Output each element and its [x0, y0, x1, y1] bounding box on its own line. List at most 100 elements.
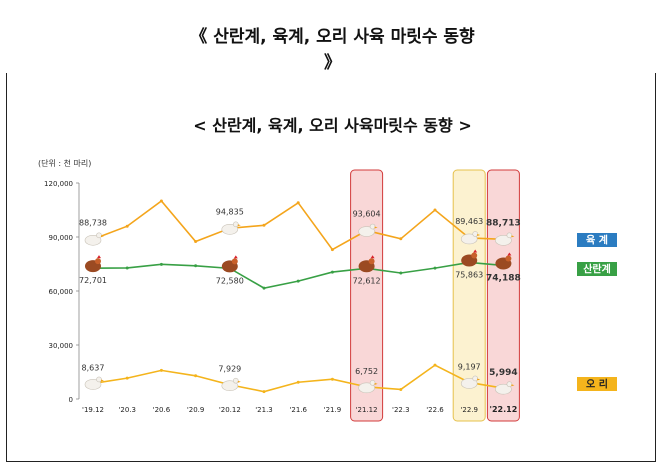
- legend-label: 육 계: [586, 234, 608, 247]
- highlight-band-2: [486, 169, 520, 422]
- data-point: [262, 223, 266, 227]
- chart-title: < 산란계, 육계, 오리 사육마릿수 동향 >: [193, 116, 472, 135]
- data-label: 8,637: [82, 363, 105, 372]
- duck-white-icon-head: [472, 375, 479, 382]
- chicken-white-icon-beak: [511, 235, 515, 238]
- data-point: [433, 208, 437, 212]
- duck-white-icon-beak: [101, 379, 104, 382]
- x-tick-label: '20.9: [187, 406, 205, 414]
- data-label: 74,188: [486, 273, 521, 283]
- data-point: [330, 270, 334, 274]
- data-point: [262, 286, 266, 290]
- duck-white-icon: [460, 378, 478, 389]
- unit-label: (단위 : 천 마리): [38, 159, 92, 168]
- data-point: [159, 199, 163, 203]
- duck-white-icon-beak: [237, 380, 241, 383]
- data-label: 94,835: [216, 207, 244, 216]
- data-point: [296, 201, 300, 205]
- series-line-2: [92, 364, 504, 393]
- data-point: [194, 264, 198, 268]
- data-point: [194, 240, 198, 243]
- x-tick-label: '20.3: [118, 406, 136, 414]
- hen-brown-icon-comb: [370, 255, 375, 259]
- x-tick-label: '22.3: [392, 406, 410, 414]
- duck-white-icon: [84, 379, 102, 390]
- hen-brown-icon-comb: [507, 252, 512, 256]
- hen-brown-icon-head: [231, 258, 238, 265]
- x-tick-label: '22.12: [490, 405, 518, 414]
- data-point: [296, 380, 300, 384]
- chicken-white-icon-head: [233, 221, 239, 228]
- duck-white-icon: [221, 380, 239, 392]
- legend-swatch: [577, 377, 617, 391]
- data-label: 72,701: [79, 276, 107, 285]
- data-label: 75,863: [455, 270, 483, 279]
- data-label: 5,994: [489, 368, 517, 378]
- data-point: [330, 248, 334, 252]
- x-tick-label: '22.9: [460, 406, 478, 414]
- duck-white-icon-head: [506, 381, 513, 388]
- duck-white-icon: [358, 382, 375, 394]
- chicken-white-icon-beak: [477, 233, 481, 236]
- data-label: 93,604: [353, 210, 381, 219]
- x-tick-label: '20.6: [153, 406, 171, 414]
- x-tick-label: '21.9: [324, 406, 342, 414]
- x-tick-label: '21.6: [289, 406, 307, 414]
- legend-swatch: [577, 262, 617, 276]
- data-label: 7,929: [218, 365, 241, 374]
- hen-brown-icon-comb: [97, 255, 101, 259]
- legend-label: 오 리: [586, 378, 608, 391]
- page-title-cont: 》: [0, 48, 665, 73]
- data-label: 72,580: [216, 276, 244, 285]
- chicken-white-icon-beak: [101, 235, 104, 238]
- duck-white-icon-beak: [477, 378, 481, 381]
- hen-brown-icon-head: [368, 258, 375, 265]
- page-title: 《 산란계, 육계, 오리 사육 마릿수 동향: [0, 22, 665, 47]
- data-label: 6,752: [355, 367, 378, 376]
- duck-white-icon-head: [369, 380, 376, 386]
- chicken-white-icon: [460, 233, 478, 245]
- data-label: 72,612: [353, 276, 381, 285]
- data-label: 88,738: [79, 218, 107, 227]
- y-tick-label: 120,000: [44, 180, 73, 188]
- chicken-white-icon-beak: [374, 226, 378, 229]
- y-tick-label: 30,000: [49, 342, 74, 350]
- duck-white-icon-beak: [374, 382, 378, 385]
- chicken-white-icon-head: [506, 232, 513, 239]
- y-tick-label: 0: [69, 396, 73, 404]
- series-line-1: [92, 261, 504, 289]
- x-tick-label: '22.6: [426, 406, 444, 414]
- x-tick-label: '21.12: [356, 406, 378, 414]
- data-point: [194, 374, 198, 378]
- data-point: [262, 390, 266, 394]
- chicken-white-icon-head: [369, 223, 376, 230]
- data-point: [399, 387, 403, 391]
- data-label: 89,463: [455, 217, 483, 226]
- data-point: [159, 262, 163, 266]
- y-tick-label: 60,000: [49, 288, 74, 296]
- data-point: [399, 237, 403, 241]
- hen-brown-icon-head: [471, 252, 478, 259]
- duck-white-icon: [495, 383, 512, 395]
- series-line-0: [92, 199, 504, 251]
- hen-brown-icon-head: [505, 255, 512, 262]
- hen-brown-icon-head: [95, 258, 101, 265]
- duck-white-icon-head: [96, 376, 102, 383]
- data-point: [159, 368, 163, 372]
- x-tick-label: '21.3: [255, 406, 273, 414]
- data-point: [296, 279, 300, 283]
- chicken-white-icon: [495, 235, 512, 246]
- data-point: [399, 271, 403, 275]
- chicken-white-icon-head: [472, 231, 479, 237]
- chicken-white-icon: [84, 234, 102, 246]
- x-tick-label: '19.12: [82, 406, 104, 414]
- x-tick-label: '20.12: [219, 406, 241, 414]
- data-point: [433, 363, 437, 367]
- data-point: [330, 377, 334, 381]
- y-tick-label: 90,000: [49, 234, 74, 242]
- data-label: 9,197: [458, 362, 481, 371]
- duck-white-icon-head: [233, 377, 239, 384]
- hen-brown-icon-comb: [233, 255, 238, 259]
- data-label: 88,713: [486, 218, 521, 228]
- data-point: [433, 266, 437, 270]
